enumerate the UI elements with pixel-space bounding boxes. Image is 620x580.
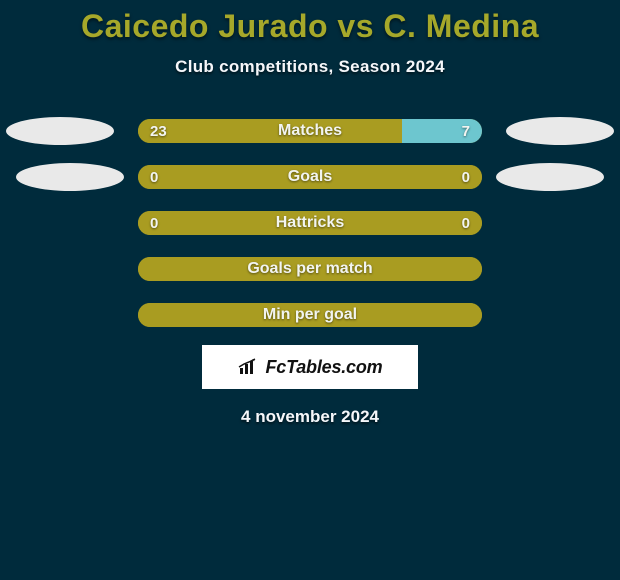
date-label: 4 november 2024	[0, 407, 620, 427]
stat-bar: Min per goal	[138, 303, 482, 327]
stat-bar-left-fill	[138, 165, 482, 189]
stat-bar-right-fill	[402, 119, 482, 143]
logo-box[interactable]: FcTables.com	[202, 345, 418, 389]
stat-row: Goals per match	[0, 257, 620, 281]
logo-text: FcTables.com	[266, 357, 383, 378]
stat-bar: Matches237	[138, 119, 482, 143]
stat-row: Matches237	[0, 119, 620, 143]
stat-row: Min per goal	[0, 303, 620, 327]
player-marker-left	[16, 163, 124, 191]
bar-chart-icon	[238, 358, 260, 376]
stat-bar-left-fill	[138, 119, 402, 143]
stat-bar-left-fill	[138, 303, 482, 327]
stat-row: Goals00	[0, 165, 620, 189]
stat-bar: Hattricks00	[138, 211, 482, 235]
stat-row: Hattricks00	[0, 211, 620, 235]
player-marker-left	[6, 117, 114, 145]
page-title: Caicedo Jurado vs C. Medina	[0, 8, 620, 45]
player-marker-right	[506, 117, 614, 145]
stat-bar-left-fill	[138, 211, 482, 235]
stat-bar: Goals per match	[138, 257, 482, 281]
subtitle: Club competitions, Season 2024	[0, 57, 620, 77]
comparison-infographic: Caicedo Jurado vs C. Medina Club competi…	[0, 0, 620, 427]
stat-rows: Matches237 Goals00 Hattricks00 Goals per ma…	[0, 119, 620, 327]
stat-bar-left-fill	[138, 257, 482, 281]
player-marker-right	[496, 163, 604, 191]
stat-bar: Goals00	[138, 165, 482, 189]
